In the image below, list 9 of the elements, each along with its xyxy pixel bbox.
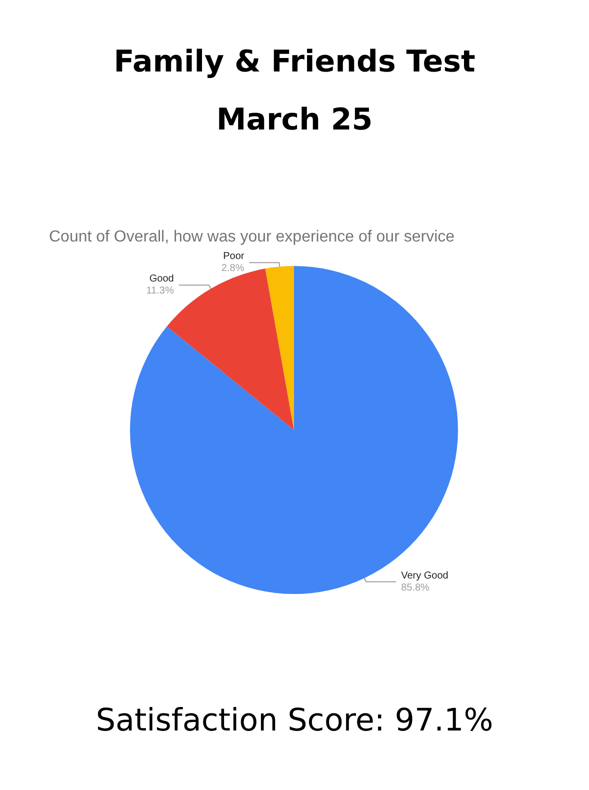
slice-label: Poor [223, 251, 245, 262]
chart-subtitle: Count of Overall, how was your experience of our service [49, 228, 455, 246]
data-label: 2.8% [221, 263, 244, 274]
data-label: 85.8% [401, 582, 430, 594]
slice-label: Very Good [401, 570, 448, 582]
slice-label: Good [149, 274, 174, 285]
text: Satisfaction Score: 97.1% [96, 702, 494, 738]
chart-title: Family & Friends Test March 25 [114, 44, 476, 138]
data-label: 11.3% [146, 286, 174, 297]
